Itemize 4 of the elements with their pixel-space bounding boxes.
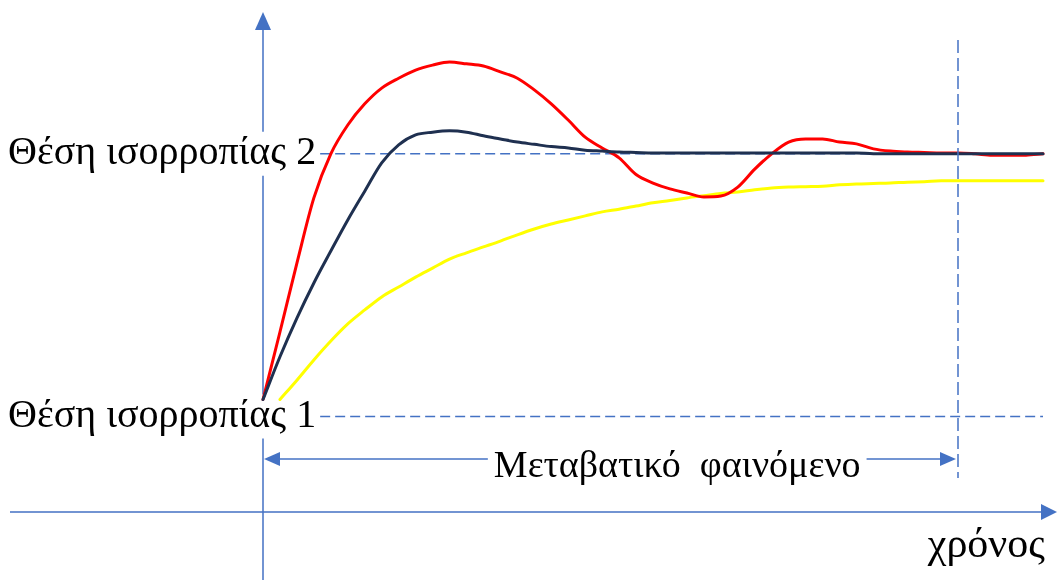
annotation: Μεταβατικό φαινόμενο [493,442,861,485]
x-axis-title: χρόνος [926,520,1046,567]
ref-line-label: Θέση ισορροπίας 2 [8,128,317,174]
ref-line-label: Θέση ισορροπίας 1 [8,391,317,437]
